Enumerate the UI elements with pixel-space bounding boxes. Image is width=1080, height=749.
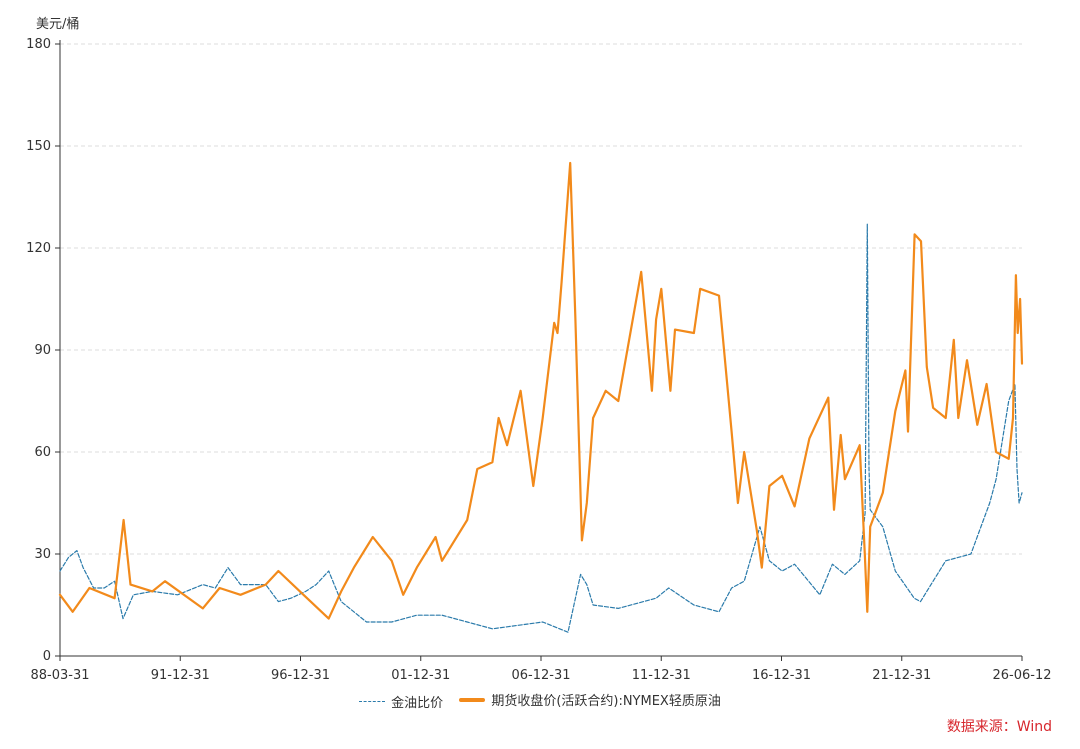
- series-line-gold-oil-ratio: [59, 223, 1023, 633]
- x-tick-label: 91-12-31: [151, 668, 210, 683]
- x-tick-label: 21-12-31: [872, 668, 931, 683]
- x-tick-label: 01-12-31: [391, 668, 450, 683]
- grid-lines: [60, 43, 1022, 555]
- legend-label-wti-crude: 期货收盘价(活跃合约):NYMEX轻质原油: [491, 694, 721, 709]
- x-tick-label: 96-12-31: [271, 668, 330, 683]
- legend: 金油比价 期货收盘价(活跃合约):NYMEX轻质原油: [0, 690, 1080, 711]
- y-axis-unit-label: 美元/桶: [36, 17, 79, 32]
- data-source-note: 数据来源：Wind: [946, 719, 1052, 735]
- y-tick-label: 0: [43, 649, 51, 664]
- y-tick-label: 90: [34, 343, 51, 358]
- x-tick-label: 16-12-31: [752, 668, 811, 683]
- x-tick-label: 26-06-12: [992, 668, 1051, 683]
- series-line-wti-crude: [58, 161, 1024, 620]
- x-tick-label: 11-12-31: [632, 668, 691, 683]
- y-tick-label: 150: [26, 139, 51, 154]
- axes: 0 30 60 90 120 150 180 88-03-31 91-12-31 96-12-31…: [26, 37, 1051, 683]
- y-tick-label: 120: [26, 241, 51, 256]
- dashed-line-swatch-icon: [359, 700, 386, 702]
- y-tick-label: 60: [34, 445, 51, 460]
- y-tick-label: 30: [34, 547, 51, 562]
- legend-item-gold-oil-ratio[interactable]: 金油比价: [359, 692, 443, 711]
- solid-line-swatch-icon: [459, 697, 486, 702]
- x-tick-label: 88-03-31: [30, 668, 89, 683]
- series-group: [58, 161, 1024, 633]
- legend-label-gold-oil-ratio: 金油比价: [391, 695, 444, 711]
- x-tick-label: 06-12-31: [511, 668, 570, 683]
- legend-item-wti-crude[interactable]: 期货收盘价(活跃合约):NYMEX轻质原油: [459, 690, 721, 709]
- y-tick-label: 180: [26, 37, 51, 52]
- chart-canvas: 美元/桶 0 30 60 90 120 150 180 88-03-31 91-12-31 96-…: [26, 17, 1051, 683]
